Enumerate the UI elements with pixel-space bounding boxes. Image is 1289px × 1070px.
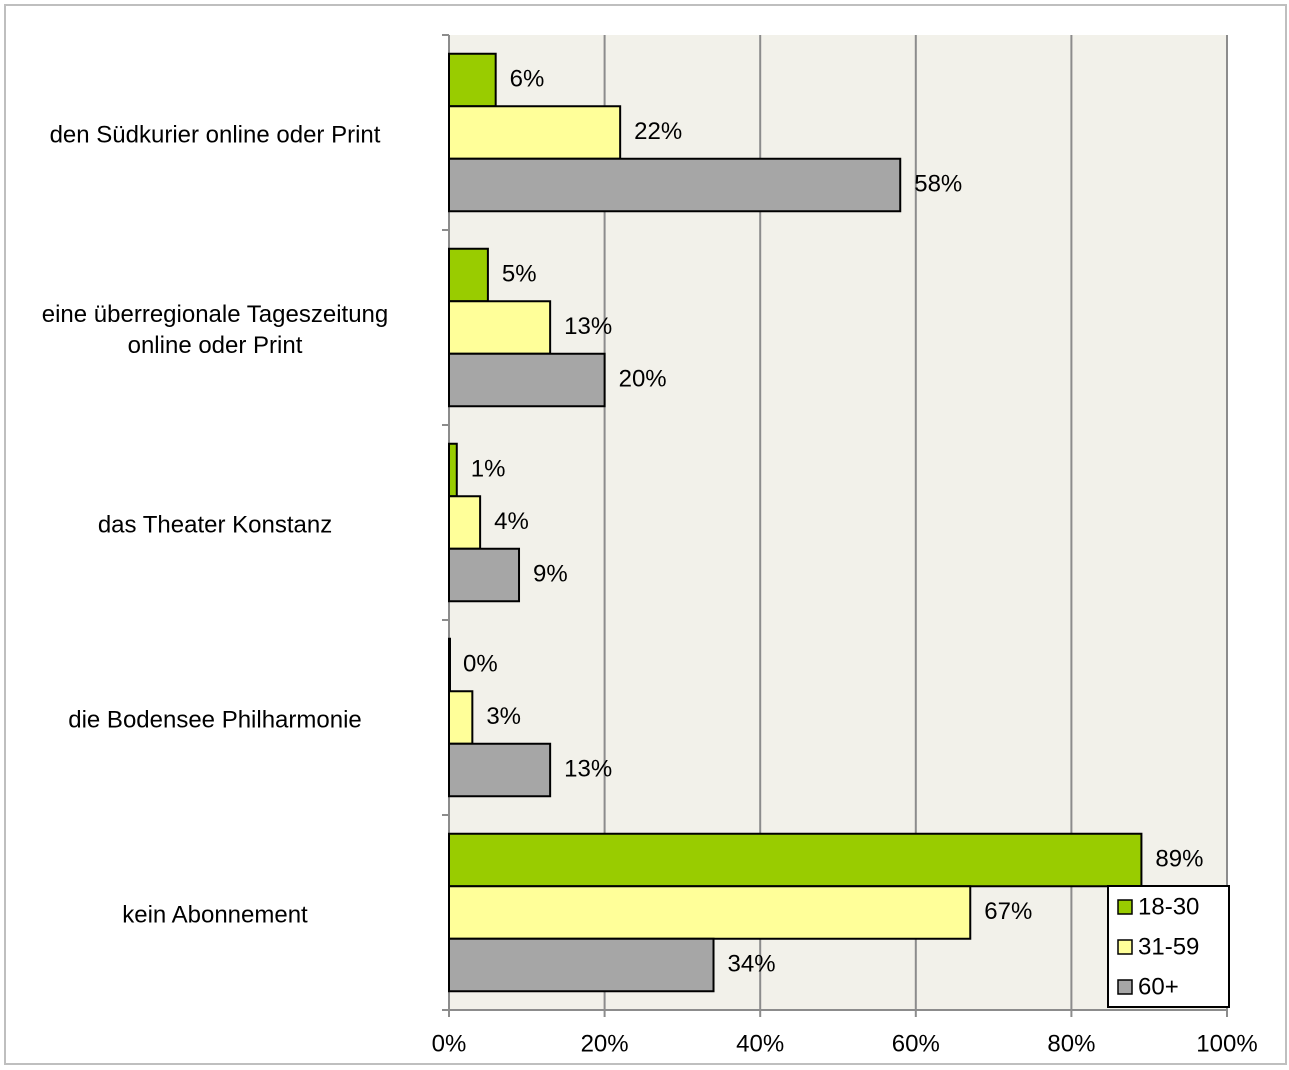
bar — [448, 442, 458, 498]
x-tick-label: 0% — [432, 1030, 467, 1057]
data-label: 20% — [619, 365, 667, 392]
bar — [448, 937, 715, 993]
data-label: 5% — [502, 260, 537, 287]
data-label: 3% — [486, 703, 521, 730]
bar — [448, 495, 482, 550]
bar — [448, 300, 552, 355]
data-label: 13% — [564, 755, 612, 782]
x-tick-label: 100% — [1196, 1030, 1257, 1057]
data-label: 9% — [533, 560, 568, 587]
x-tick-label: 60% — [892, 1030, 940, 1057]
bar — [448, 690, 474, 745]
data-label: 89% — [1155, 845, 1203, 872]
y-tick-label: den Südkurier online oder Print — [49, 121, 381, 148]
y-tick-label: eine überregionale Tageszeitung online o… — [41, 300, 389, 359]
x-tick-label: 80% — [1047, 1030, 1095, 1057]
x-tick-label: 40% — [736, 1030, 784, 1057]
legend-swatch — [1117, 979, 1133, 995]
legend-label: 60+ — [1138, 973, 1179, 1000]
data-label: 34% — [728, 950, 776, 977]
bar — [448, 832, 1143, 888]
bar — [448, 157, 902, 213]
data-label: 1% — [471, 455, 506, 482]
bar — [448, 52, 497, 108]
legend-swatch — [1117, 939, 1133, 955]
bar — [448, 547, 521, 603]
bar — [448, 637, 451, 693]
data-label: 58% — [914, 170, 962, 197]
legend-label: 18-30 — [1138, 893, 1199, 920]
data-label: 0% — [463, 650, 498, 677]
legend-swatch — [1117, 899, 1133, 915]
data-label: 22% — [634, 118, 682, 145]
y-tick-label: das Theater Konstanz — [97, 511, 333, 538]
bar — [448, 885, 972, 940]
bar — [448, 742, 552, 798]
y-tick-label: die Bodensee Philharmonie — [68, 706, 362, 733]
bar — [448, 247, 489, 303]
y-tick-label: kein Abonnement — [122, 901, 308, 928]
bar — [448, 352, 606, 408]
bar — [448, 105, 622, 160]
x-tick-label: 20% — [581, 1030, 629, 1057]
data-label: 4% — [494, 508, 529, 535]
data-label: 13% — [564, 313, 612, 340]
data-label: 6% — [510, 65, 545, 92]
legend-label: 31-59 — [1138, 933, 1199, 960]
data-label: 67% — [984, 898, 1032, 925]
